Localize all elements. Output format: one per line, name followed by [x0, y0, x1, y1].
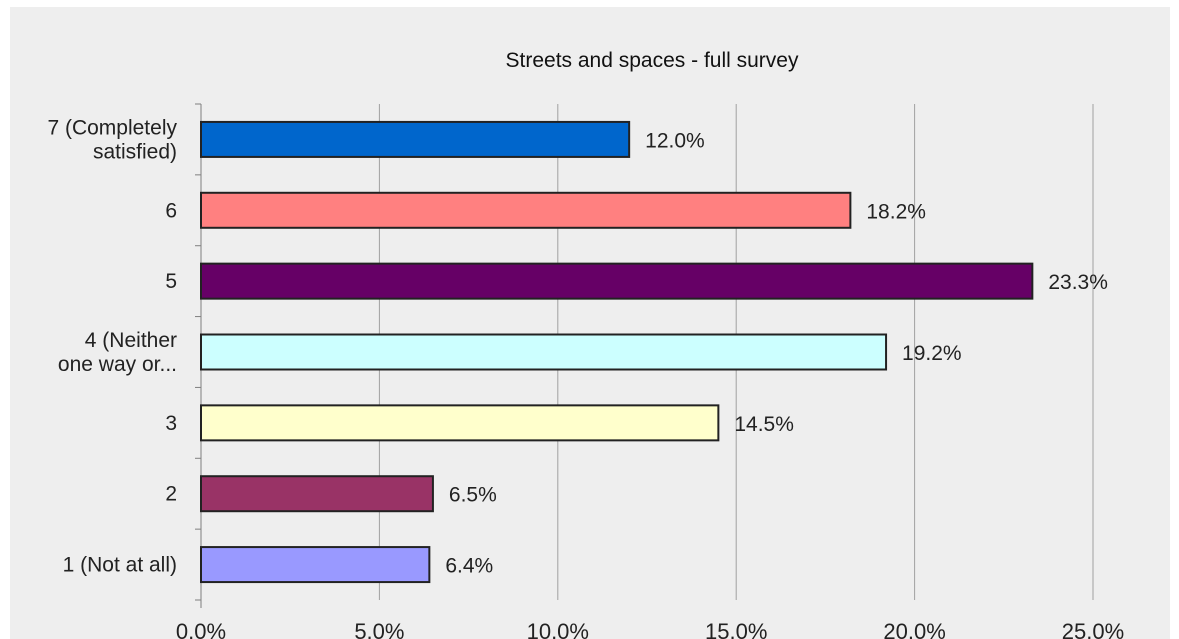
data-label: 23.3% [1048, 271, 1108, 294]
category-label: 5 [165, 270, 177, 293]
category-label: one way or... [58, 353, 177, 376]
labels: 0.0% 5.0% 10.0% 15.0% 20.0% 25.0% 12.0% 7 (Comp… [47, 116, 1124, 639]
bar [200, 262, 1034, 300]
bar [200, 333, 888, 371]
x-tick-label: 0.0% [176, 619, 226, 639]
category-label: 2 [165, 483, 177, 506]
chart-area: Streets and spaces - full survey 0.0% 5.0… [10, 7, 1170, 639]
category-label: 1 (Not at all) [63, 554, 177, 577]
category-label: 6 [165, 199, 177, 222]
bar [200, 475, 434, 513]
bar-chart: Streets and spaces - full survey 0.0% 5.0… [47, 49, 1124, 639]
data-label: 12.0% [645, 129, 705, 152]
data-label: 14.5% [734, 413, 794, 436]
category-label: 4 (Neither [85, 329, 177, 352]
data-label: 18.2% [866, 200, 926, 223]
x-tick-label: 5.0% [354, 619, 404, 639]
chart-title: Streets and spaces - full survey [506, 49, 799, 72]
x-tick-label: 25.0% [1062, 619, 1124, 639]
category-label: 7 (Completely [47, 116, 177, 139]
data-label: 6.5% [449, 484, 497, 507]
bars [200, 120, 1034, 584]
x-tick-label: 20.0% [883, 619, 945, 639]
category-label: satisfied) [93, 140, 177, 163]
data-label: 6.4% [445, 555, 493, 578]
bar [200, 404, 720, 442]
bar [200, 191, 852, 229]
x-tick-label: 15.0% [705, 619, 767, 639]
category-label: 3 [165, 412, 177, 435]
bar [200, 120, 631, 158]
data-label: 19.2% [902, 342, 962, 365]
x-tick-label: 10.0% [527, 619, 589, 639]
bar [200, 546, 431, 584]
